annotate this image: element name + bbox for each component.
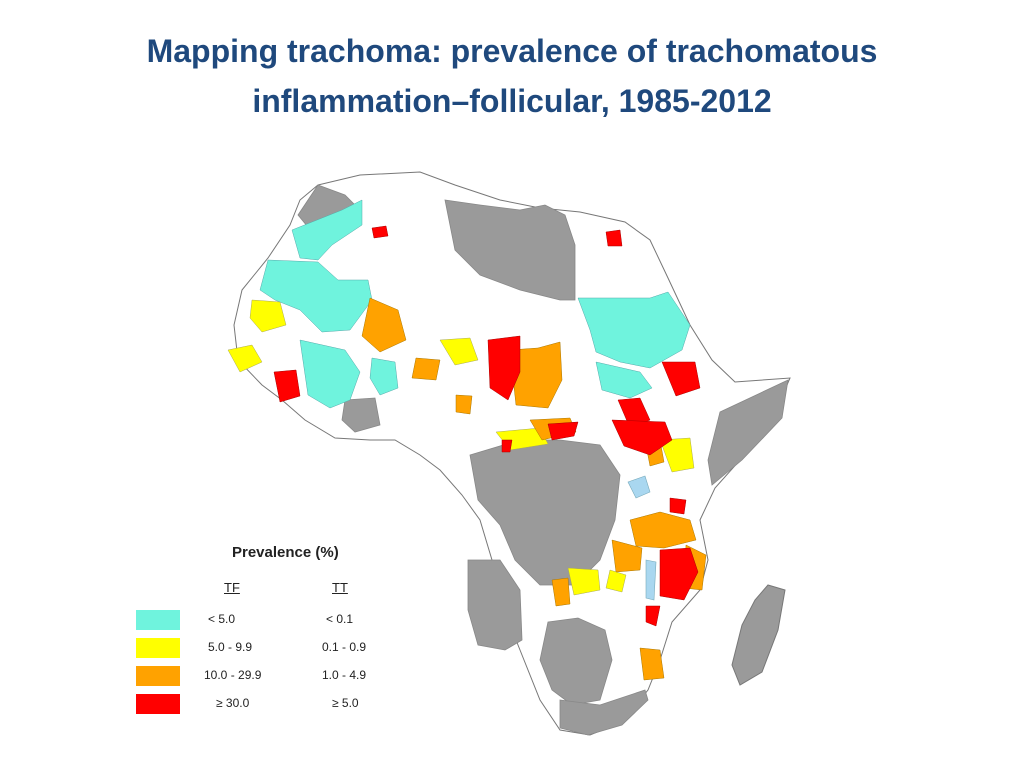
madagascar: [731, 584, 786, 686]
legend-tt-value: 0.1 - 0.9: [322, 640, 367, 654]
legend-swatch-low: [136, 610, 180, 630]
legend-tt-value: 1.0 - 4.9: [322, 668, 367, 682]
lakes: [627, 475, 657, 601]
legend-title: Prevalence (%): [232, 544, 339, 561]
non-endemic-regions: [297, 184, 789, 736]
legend-row: ≥ 30.0 ≥ 5.0: [136, 694, 396, 718]
prevalence-high-regions: [361, 297, 707, 681]
legend-swatch-mid: [136, 638, 180, 658]
prevalence-low-regions: [259, 199, 691, 409]
slide-title: Mapping trachoma: prevalence of trachoma…: [40, 26, 984, 126]
legend-swatch-very-high: [136, 694, 180, 714]
legend-swatch-high: [136, 666, 180, 686]
legend-tt-value: < 0.1: [326, 612, 354, 626]
legend-tf-value: ≥ 30.0: [216, 696, 250, 710]
legend-row: < 5.0 < 0.1: [136, 610, 396, 634]
prevalence-very-high-regions: [273, 225, 701, 627]
prevalence-legend: Prevalence (%) TF TT < 5.0 < 0.1 5.0 - 9…: [136, 540, 396, 730]
legend-column-tf: TF: [224, 580, 240, 595]
legend-tt-value: ≥ 5.0: [332, 696, 359, 710]
legend-row: 5.0 - 9.9 0.1 - 0.9: [136, 638, 396, 662]
legend-column-tt: TT: [332, 580, 348, 595]
legend-tf-value: < 5.0: [208, 612, 236, 626]
legend-tf-value: 5.0 - 9.9: [208, 640, 253, 654]
legend-row: 10.0 - 29.9 1.0 - 4.9: [136, 666, 396, 690]
legend-tf-value: 10.0 - 29.9: [204, 668, 262, 682]
prevalence-mid-regions: [227, 299, 695, 596]
slide-title-line-1: Mapping trachoma: prevalence of trachoma…: [146, 33, 878, 69]
slide-title-line-2: inflammation–follicular, 1985-2012: [252, 83, 772, 119]
